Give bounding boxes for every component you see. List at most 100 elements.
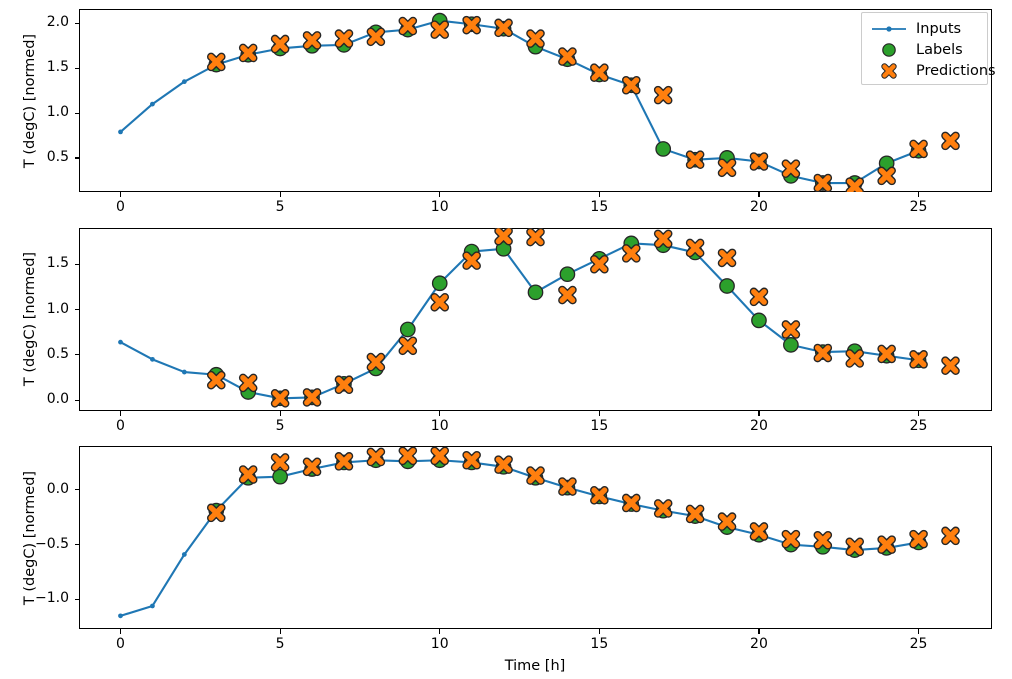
predictions-point: [782, 321, 799, 338]
predictions-point: [399, 337, 416, 354]
predictions-point: [623, 77, 640, 94]
x-cross-marker-icon: [869, 61, 909, 81]
inputs-line: [119, 459, 920, 617]
x-tick-mark: [439, 192, 441, 197]
inputs-point: [150, 356, 155, 362]
subplot-1-plot-area: [118, 12, 960, 192]
predictions-point: [878, 536, 895, 553]
predictions-point: [782, 160, 799, 177]
predictions-point: [910, 141, 927, 157]
x-tick-mark: [918, 192, 920, 197]
predictions-point: [399, 447, 416, 464]
predictions-point: [304, 389, 320, 406]
y-tick-mark: [74, 354, 79, 356]
predictions-point: [655, 230, 672, 247]
x-tick-mark: [758, 192, 760, 197]
y-tick-mark: [74, 489, 79, 491]
predictions-point: [910, 351, 927, 368]
y-tick-label: 0.5: [46, 345, 69, 362]
predictions-point: [495, 228, 512, 245]
predictions-point: [272, 454, 289, 471]
y-tick-mark: [74, 309, 79, 311]
predictions-point: [527, 229, 544, 245]
x-tick-mark: [279, 411, 281, 416]
y-tick-label: 1.0: [46, 300, 69, 317]
y-tick-label: −1.0: [35, 590, 69, 607]
x-tick-label: 15: [590, 636, 609, 652]
predictions-point: [495, 19, 512, 36]
subplot-2: T (degC) [normed] 0.0 0.5 1.0 1.5 0 5 10 15 20 25: [0, 218, 1012, 437]
labels-point: [559, 266, 576, 283]
legend-item-predictions[interactable]: Predictions: [869, 60, 996, 81]
labels-point: [272, 468, 288, 485]
x-tick-mark: [918, 411, 920, 416]
inputs-point: [118, 129, 123, 135]
subplot-2-plot-area: [118, 228, 960, 408]
predictions-point: [655, 500, 672, 517]
inputs-point: [181, 552, 187, 557]
y-tick-mark: [74, 112, 79, 114]
inputs-point: [150, 101, 155, 107]
x-tick-mark: [439, 629, 441, 634]
labels-point: [431, 275, 448, 292]
predictions-point: [814, 345, 831, 361]
x-tick-mark: [758, 411, 760, 416]
inputs-point: [118, 339, 123, 345]
x-tick-label: 25: [909, 418, 928, 434]
y-tick-mark: [74, 399, 79, 401]
y-tick-mark: [74, 544, 79, 546]
predictions-point: [655, 87, 672, 104]
predictions-point: [399, 18, 416, 34]
x-tick-label: 10: [430, 636, 449, 652]
y-tick-mark: [74, 22, 79, 24]
x-tick-mark: [279, 629, 281, 634]
chart-legend[interactable]: Inputs Labels Predictions: [861, 12, 996, 85]
predictions-point: [495, 456, 512, 473]
x-tick-mark: [279, 192, 281, 197]
predictions-point: [431, 447, 448, 464]
predictions-point: [463, 452, 480, 469]
x-tick-label: 20: [750, 418, 768, 434]
y-tick-label: 1.0: [46, 104, 69, 121]
predictions-point: [336, 376, 352, 393]
circle-marker-icon: [869, 40, 909, 60]
legend-item-labels[interactable]: Labels: [869, 39, 979, 60]
predictions-point: [942, 527, 959, 544]
y-tick-mark: [74, 598, 79, 600]
labels-point: [783, 337, 799, 353]
y-tick-mark: [74, 67, 79, 69]
predictions-point: [942, 132, 959, 149]
inputs-point: [181, 369, 187, 375]
labels-point: [719, 278, 735, 294]
predictions-point: [431, 21, 448, 38]
x-tick-label: 0: [116, 636, 125, 652]
labels-point: [655, 141, 672, 157]
y-tick-label: 0.0: [46, 480, 69, 497]
legend-item-inputs[interactable]: Inputs: [869, 18, 979, 39]
x-tick-label: 5: [275, 418, 285, 434]
predictions-point: [687, 240, 704, 256]
x-tick-label: 0: [116, 418, 125, 434]
predictions-point: [687, 151, 704, 168]
predictions-point: [208, 54, 225, 70]
x-tick-mark: [758, 629, 760, 634]
y-tick-label: −0.5: [35, 535, 69, 552]
predictions-point: [559, 48, 576, 65]
predictions-point: [336, 453, 352, 470]
inputs-point: [150, 603, 155, 609]
x-tick-mark: [918, 629, 920, 634]
predictions-point: [208, 372, 225, 389]
inputs-point: [118, 613, 123, 619]
y-tick-label: 1.5: [46, 59, 69, 76]
predictions-point: [751, 288, 767, 305]
subplot-1: T (degC) [normed] 0.5 1.0 1.5 2.0 0 5 10 15 20 25…: [0, 0, 1012, 218]
predictions-point: [272, 390, 289, 407]
predictions-point: [208, 504, 225, 521]
y-tick-mark: [74, 157, 79, 159]
x-tick-mark: [439, 411, 441, 416]
predictions-point: [304, 32, 320, 49]
predictions-point: [623, 245, 640, 262]
labels-point: [527, 284, 544, 301]
predictions-point: [336, 30, 352, 47]
